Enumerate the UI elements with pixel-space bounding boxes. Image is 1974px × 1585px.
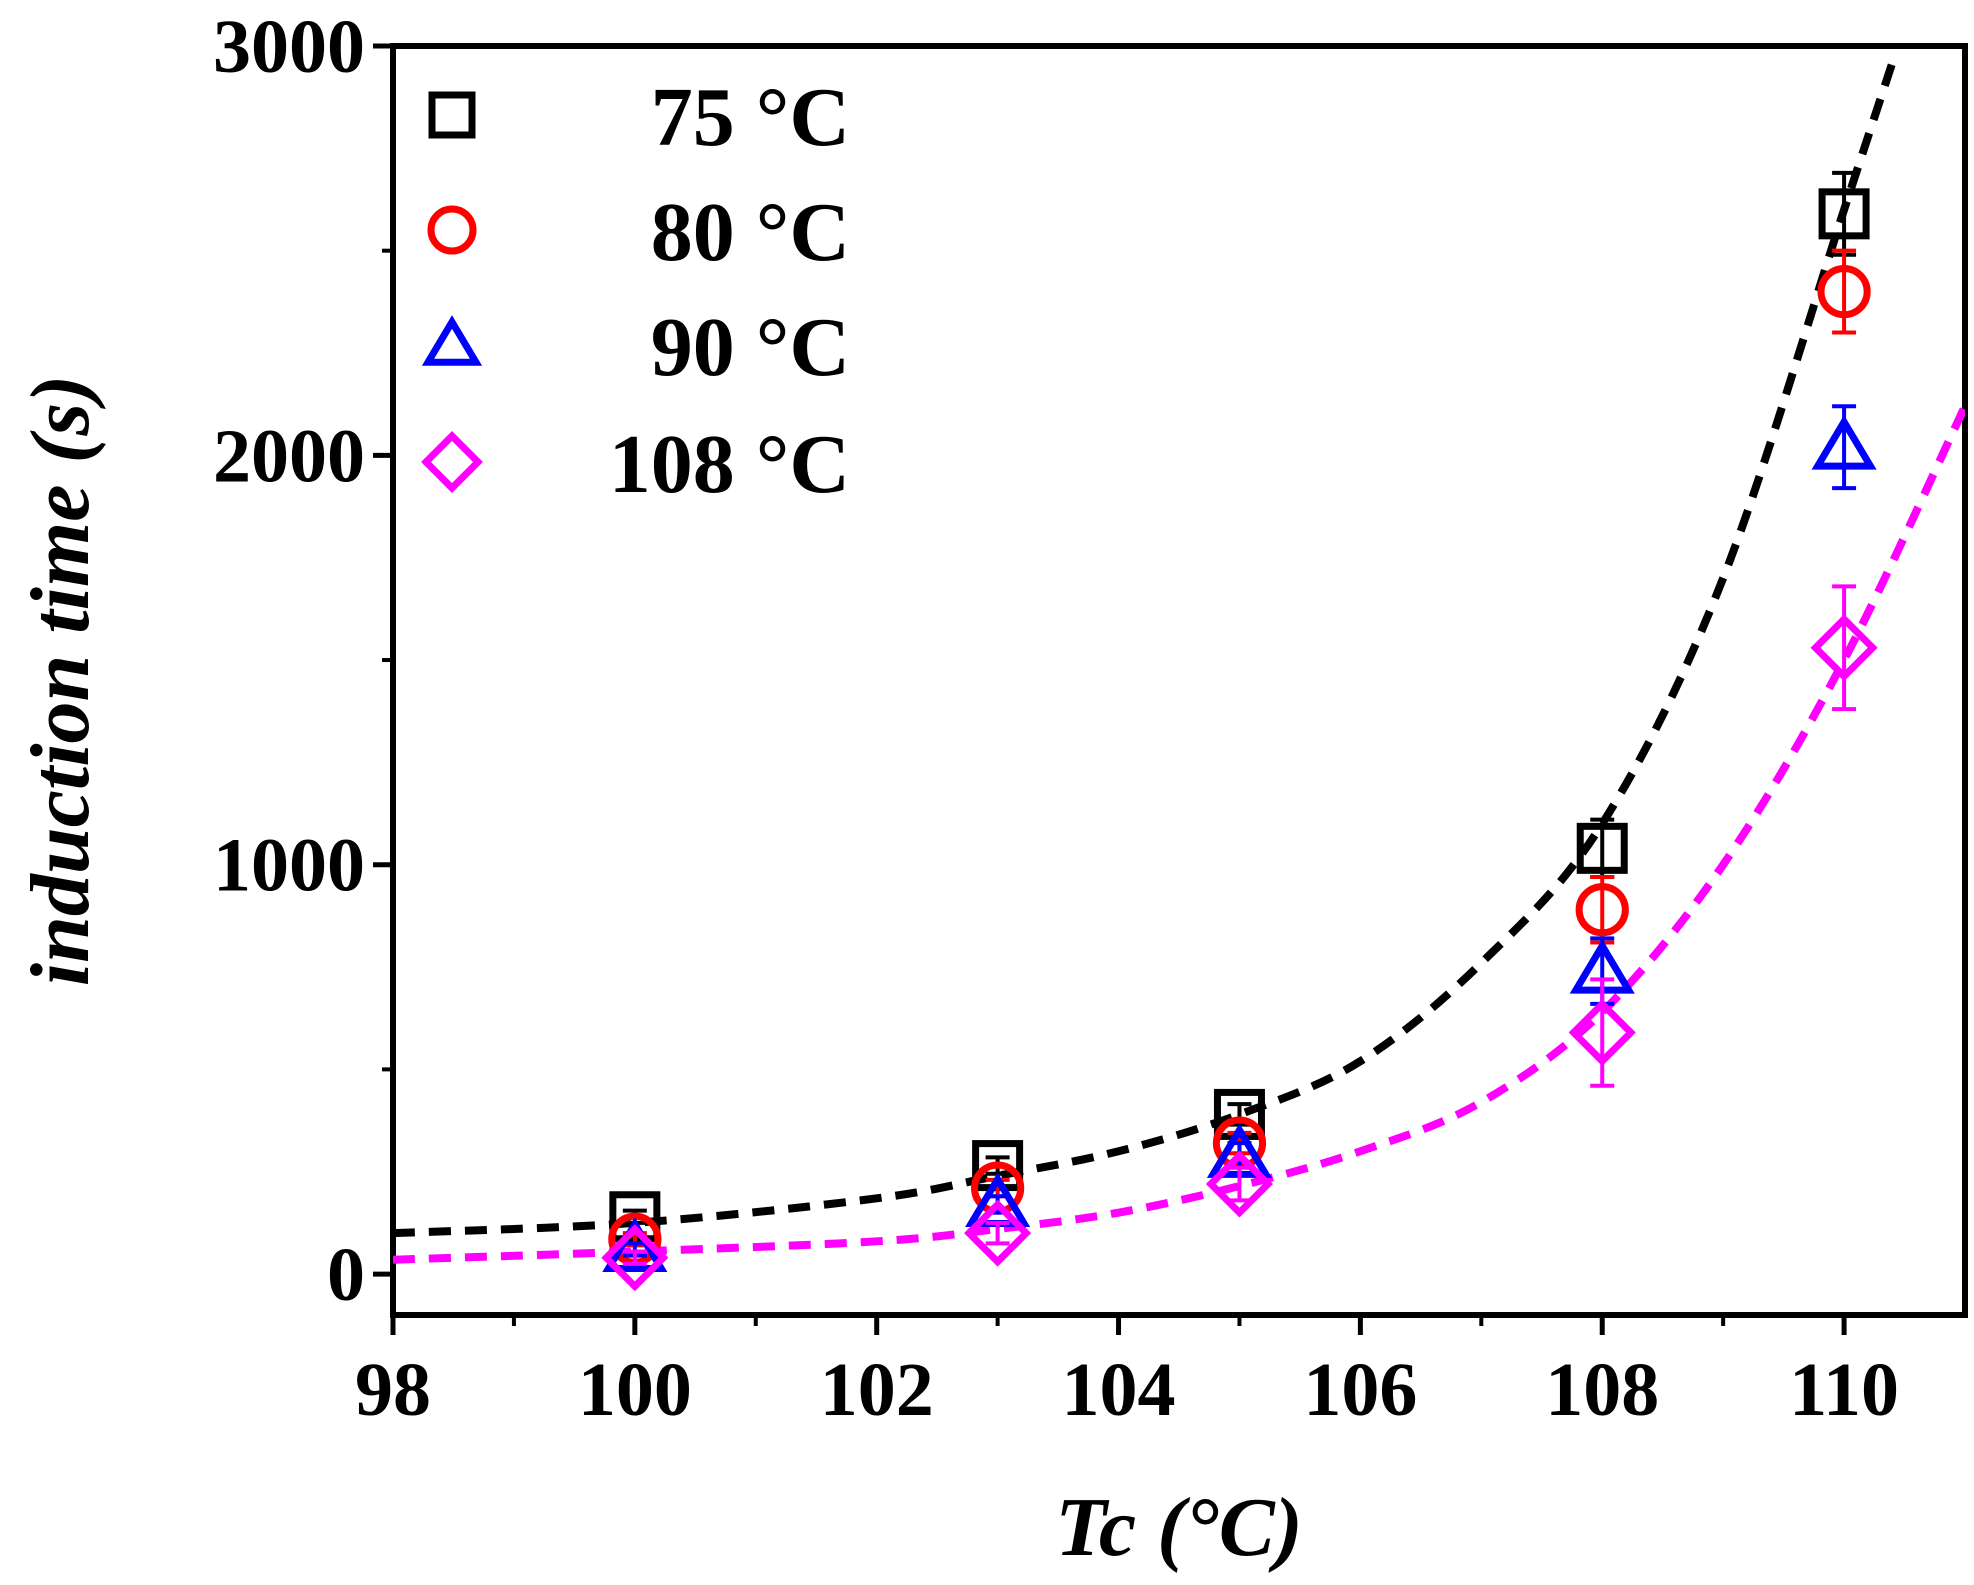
fit-curve — [393, 61, 1897, 1238]
legend-marker-circle — [427, 205, 477, 255]
y-axis-title: induction time (s) — [14, 375, 107, 986]
data-point-diamond — [1205, 1150, 1274, 1218]
x-axis: 98 100 102 104 106 108 110 — [355, 1315, 1899, 1432]
data-point-circle — [1817, 265, 1871, 319]
x-tick-label: 104 — [1062, 1348, 1176, 1432]
data-point-diamond — [1810, 614, 1878, 682]
y-tick-label: 3000 — [213, 5, 365, 89]
data-point-circle — [1575, 883, 1629, 937]
x-tick-label: 102 — [820, 1348, 934, 1432]
data-point-diamond — [601, 1224, 669, 1292]
legend-label: 75 °C — [651, 71, 850, 164]
legend-label: 80 °C — [651, 186, 850, 279]
x-axis-title: Tc (°C) — [1055, 1481, 1302, 1574]
data-point-square — [1576, 822, 1628, 874]
legend-label: 90 °C — [651, 301, 850, 394]
x-tick-label: 98 — [355, 1348, 431, 1432]
x-tick-label: 100 — [578, 1348, 692, 1432]
x-tick-label: 106 — [1303, 1348, 1417, 1432]
y-tick-label: 1000 — [213, 824, 365, 908]
x-tick-label: 108 — [1545, 1348, 1659, 1432]
fit-curves — [393, 61, 1965, 1264]
data-point-diamond — [1568, 998, 1636, 1067]
fit-curve — [393, 404, 1965, 1264]
y-tick-label: 2000 — [213, 414, 365, 498]
y-tick-label: 0 — [327, 1233, 365, 1317]
data-point-triangle — [1811, 415, 1877, 470]
plot-frame — [390, 43, 1968, 1318]
data-point-diamond — [964, 1199, 1032, 1267]
legend: 75 °C 80 °C 90 °C 108 °C — [421, 71, 850, 511]
data-point-square — [1818, 188, 1870, 240]
x-tick-label: 110 — [1789, 1348, 1899, 1432]
series-diamond — [601, 584, 1878, 1292]
y-axis: 0 1000 2000 3000 — [213, 5, 393, 1317]
legend-marker-diamond — [421, 431, 483, 493]
legend-marker-triangle — [421, 315, 483, 366]
data-points — [601, 170, 1878, 1292]
legend-label: 108 °C — [609, 418, 850, 511]
legend-marker-square — [428, 91, 476, 139]
